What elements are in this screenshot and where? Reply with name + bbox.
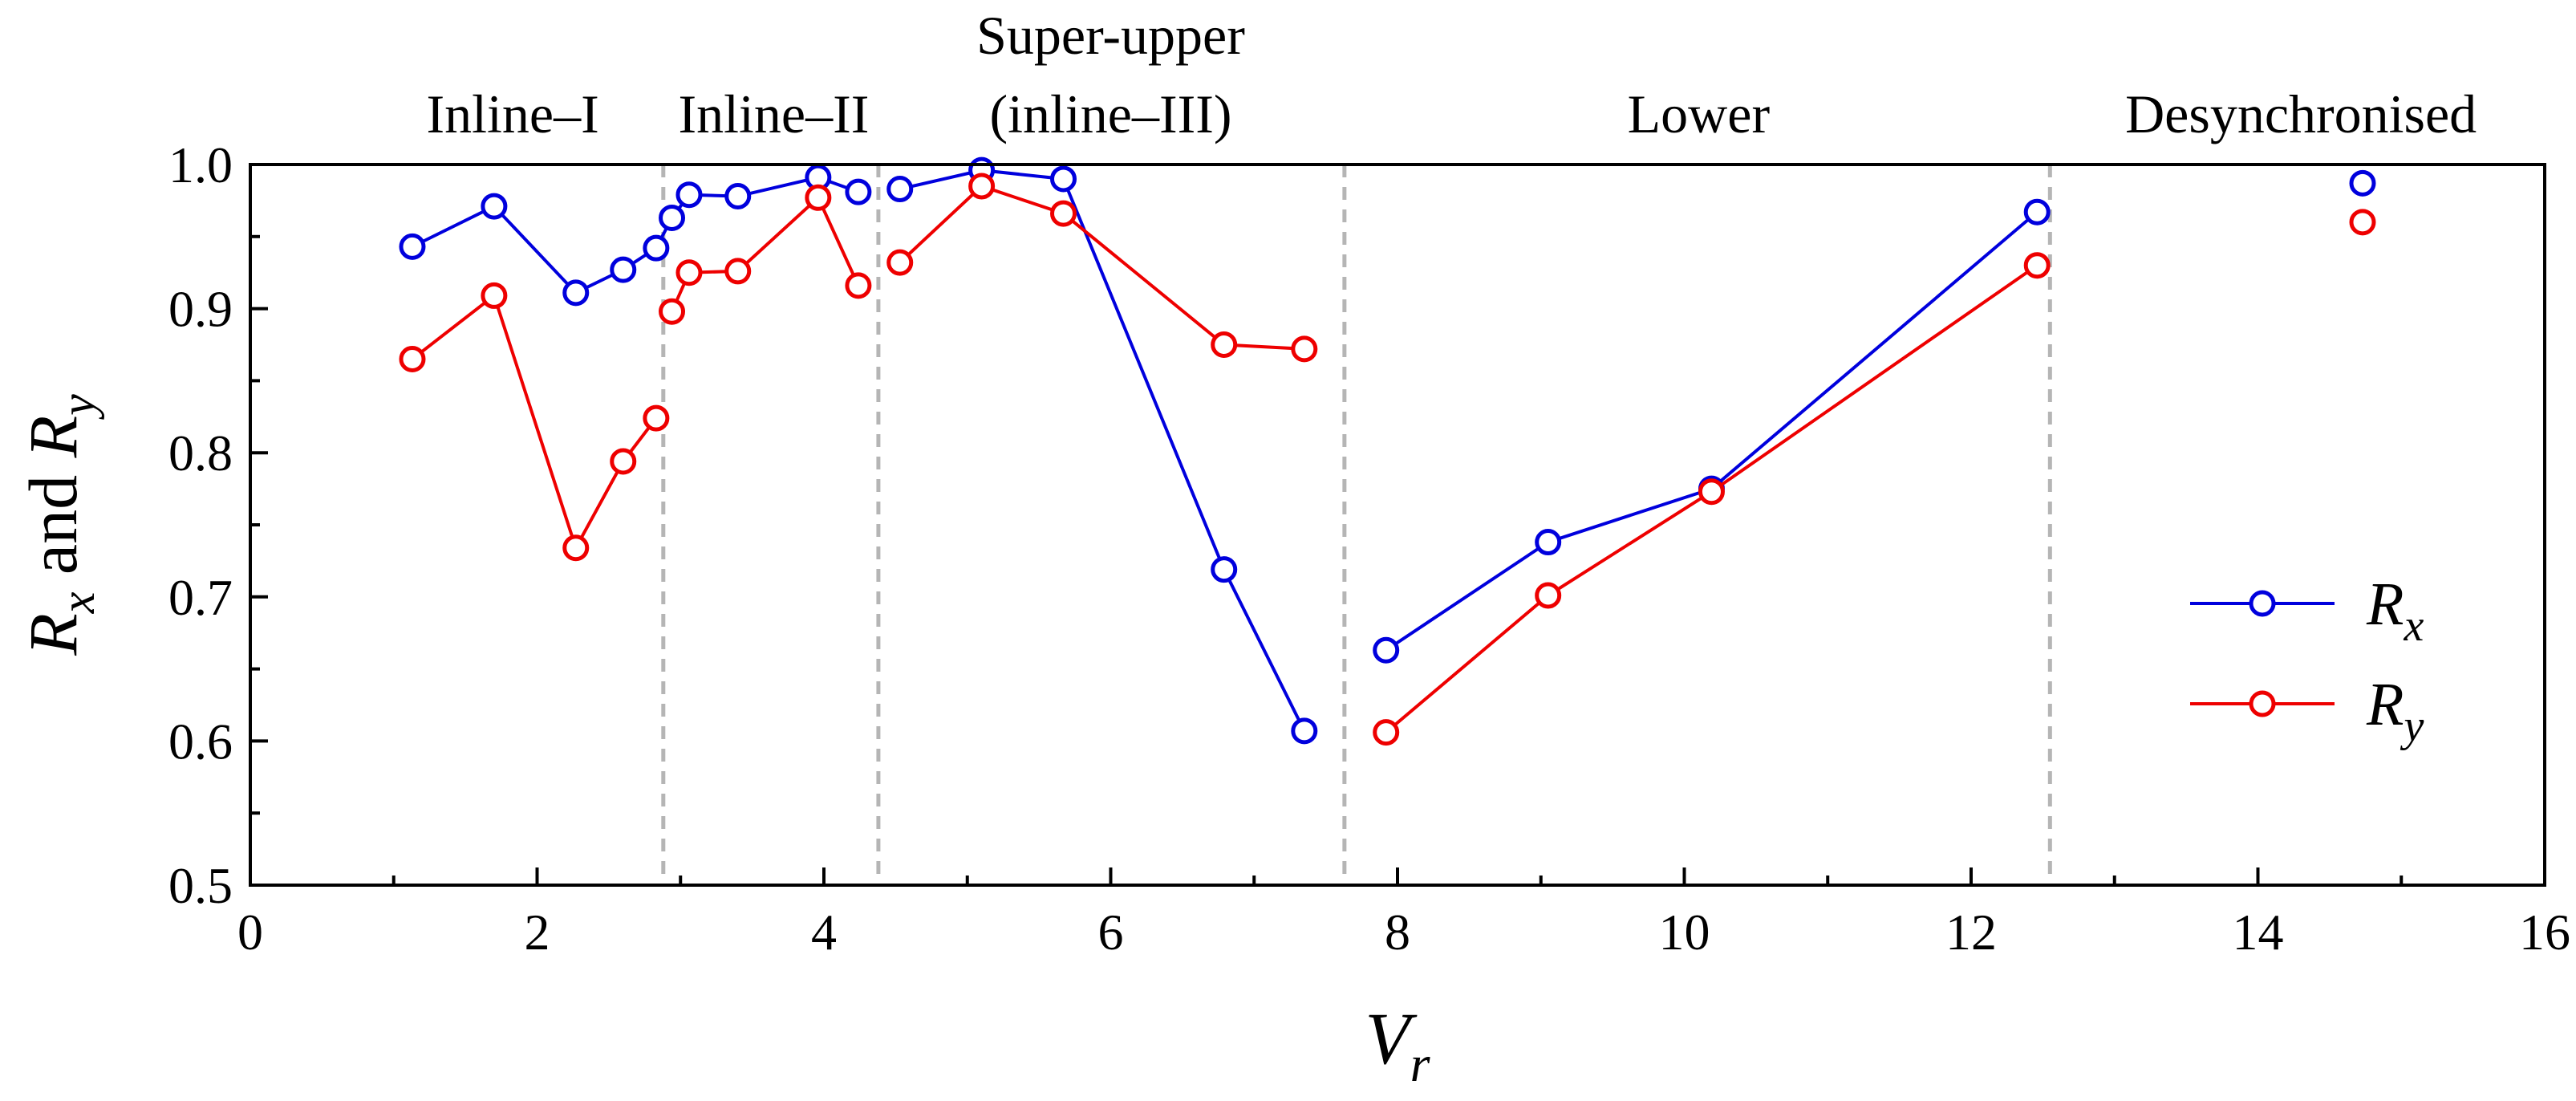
data-point [610, 448, 637, 475]
y-axis-title: Rx and Ry [14, 394, 104, 656]
data-point [1373, 636, 1400, 664]
data-point [562, 279, 590, 307]
legend-marker [2249, 690, 2276, 717]
x-axis-title: Vr [1365, 997, 1430, 1092]
legend-entry: Rx [2190, 571, 2424, 651]
data-point [643, 404, 670, 432]
data-point [886, 249, 914, 276]
regime-label: Lower [1628, 83, 1771, 144]
data-point [1050, 200, 1077, 227]
x-tick-label: 0 [237, 904, 263, 961]
y-tick-label: 0.7 [168, 569, 233, 626]
y-tick-label: 1.0 [168, 136, 233, 193]
data-point [399, 345, 426, 372]
regime-dividers [661, 165, 2052, 885]
series-line [899, 184, 1304, 351]
series-0 [399, 156, 2376, 745]
data-point [481, 282, 508, 309]
y-tick-label: 0.8 [168, 425, 233, 481]
data-point [1211, 331, 1238, 358]
data-point [675, 259, 703, 286]
series-1 [399, 173, 2376, 746]
series-line [670, 194, 860, 313]
regime-label: Inline–I [426, 83, 598, 144]
data-point [659, 204, 686, 231]
y-tick-label: 0.5 [168, 857, 233, 914]
data-point [1291, 717, 1318, 745]
x-tick-label: 6 [1098, 904, 1124, 961]
data-point [399, 233, 426, 260]
legend-label: Ry [2366, 671, 2424, 751]
y-tick-label: 0.6 [168, 713, 233, 770]
data-point [1698, 478, 1725, 506]
data-point [805, 184, 832, 211]
data-point [659, 298, 686, 325]
data-point [2023, 198, 2051, 225]
regime-label: Super-upper [976, 5, 1245, 66]
y-tick-label: 0.9 [168, 281, 233, 338]
data-point [2349, 209, 2376, 236]
data-point [1535, 582, 1562, 609]
series-line [1385, 264, 2038, 734]
regime-label: Inline–II [678, 83, 869, 144]
data-point [1291, 335, 1318, 363]
data-point [724, 258, 752, 285]
data-point [1373, 719, 1400, 746]
regime-label: Desynchronised [2125, 83, 2477, 144]
data-point [643, 234, 670, 262]
data-point [724, 183, 752, 210]
series-line [1385, 210, 2038, 652]
data-point [1535, 529, 1562, 556]
regime-labels: Inline–I Inline–II Super-upper (inline–III)… [426, 5, 2477, 144]
data-point [675, 181, 703, 209]
series-line [412, 176, 859, 295]
data-point [562, 534, 590, 562]
data-point [1211, 556, 1238, 583]
data-point [2349, 169, 2376, 197]
regime-label-line2: (inline–III) [989, 83, 1231, 144]
x-tick-label: 2 [525, 904, 550, 961]
data-point [610, 256, 637, 283]
legend-entry: Ry [2190, 671, 2424, 751]
data-point [968, 173, 996, 200]
data-point [481, 193, 508, 220]
x-tick-label: 16 [2519, 904, 2570, 961]
x-tick-label: 12 [1945, 904, 1997, 961]
x-tick-label: 4 [811, 904, 837, 961]
data-point [2023, 252, 2051, 279]
data-point [886, 176, 914, 203]
series-line [899, 169, 1306, 732]
x-tick-label: 10 [1659, 904, 1710, 961]
legend-label: Rx [2366, 571, 2424, 651]
data-point [845, 272, 872, 299]
plot-frame [249, 163, 2546, 887]
x-tick-label: 8 [1385, 904, 1410, 961]
axis-ticks: 0 2 4 6 8 10 12 14 16 0.5 0.6 0.7 0.8 0.9 1.0 [168, 136, 2570, 961]
legend-marker [2249, 590, 2276, 617]
legend: Rx Ry [2190, 571, 2424, 751]
data-point [1050, 165, 1077, 193]
series-layer [399, 156, 2376, 746]
x-tick-label: 14 [2233, 904, 2284, 961]
series-line [411, 293, 658, 552]
data-point [845, 178, 872, 205]
